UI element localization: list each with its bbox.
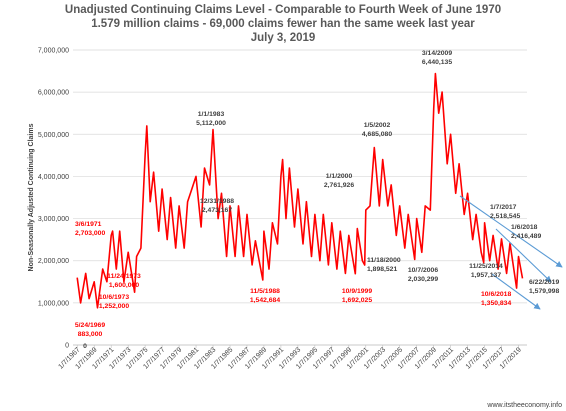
y-tick-label: 0 [65,343,69,350]
data-label: 1/6/2018 [511,224,538,231]
data-label: 1,898,521 [367,266,397,273]
chart-title: Unadjusted Continuing Claims Level - Com… [64,4,502,16]
data-label: 1/5/2002 [364,122,391,129]
data-label: 6,440,135 [422,59,452,66]
y-tick-label: 6,000,000 [38,90,69,97]
data-label: 1/1/1983 [198,111,225,118]
data-label: 11/18/2000 [367,257,401,264]
y-tick-label: 2,000,000 [38,258,69,265]
chart-title-block: Unadjusted Continuing Claims Level - Com… [0,3,566,45]
data-label: 2,761,926 [324,182,354,189]
y-tick-label: 3,000,000 [38,216,69,223]
data-label: 2,473,167 [202,207,232,214]
data-label: 11/25/2014 [469,263,503,270]
data-label: 1,579,998 [529,288,559,295]
data-label: 1,957,137 [471,272,501,279]
data-label: 5/24/1969 [75,322,105,329]
trend-arrow [459,195,563,268]
data-label: 2,703,000 [75,230,105,237]
source-credit: www.itstheeconomy.info [487,402,562,409]
data-label: 10/9/1999 [342,288,372,295]
y-tick-label: 4,000,000 [38,174,69,181]
data-label: 3/6/1971 [75,221,102,228]
y-tick-label: 1,000,000 [38,300,69,307]
data-label: 1/1/2000 [326,173,353,180]
data-label: 10/6/1973 [99,294,129,301]
data-label: 3/14/2009 [422,50,452,57]
data-label: 12/31/1988 [200,198,234,205]
data-label: 10/7/2006 [408,267,438,274]
data-label: 5,112,000 [196,120,226,127]
chart-date: July 3, 2019 [250,32,316,44]
data-label: 2,030,299 [408,276,438,283]
claims-series-line [76,72,524,309]
data-label: 0 [83,343,87,350]
trend-arrow [495,228,552,283]
data-label: 1,600,000 [109,282,139,289]
data-label: 11/24/1973 [107,273,141,280]
data-label: 2,416,489 [511,233,541,240]
data-label: 1/7/2017 [490,204,517,211]
data-label: 1,542,684 [250,297,280,304]
y-tick-label: 5,000,000 [38,132,69,139]
data-label: 883,000 [78,331,103,338]
data-label: 11/5/1988 [250,288,280,295]
data-label: 6/22/2019 [529,279,559,286]
trend-arrow [491,273,541,310]
chart-subtitle: 1.579 million claims - 69,000 claims few… [91,18,475,30]
y-tick-label: 7,000,000 [38,48,69,55]
y-axis-title: Non-Seasonally Adjusted Continuing Claim… [28,123,35,271]
data-label: 10/6/2018 [481,291,511,298]
data-label: 1,692,025 [342,297,372,304]
data-label: 1,350,834 [481,300,511,307]
data-label: 4,685,080 [362,131,392,138]
data-label: 1,252,000 [99,303,129,310]
data-label: 2,518,545 [490,213,520,220]
